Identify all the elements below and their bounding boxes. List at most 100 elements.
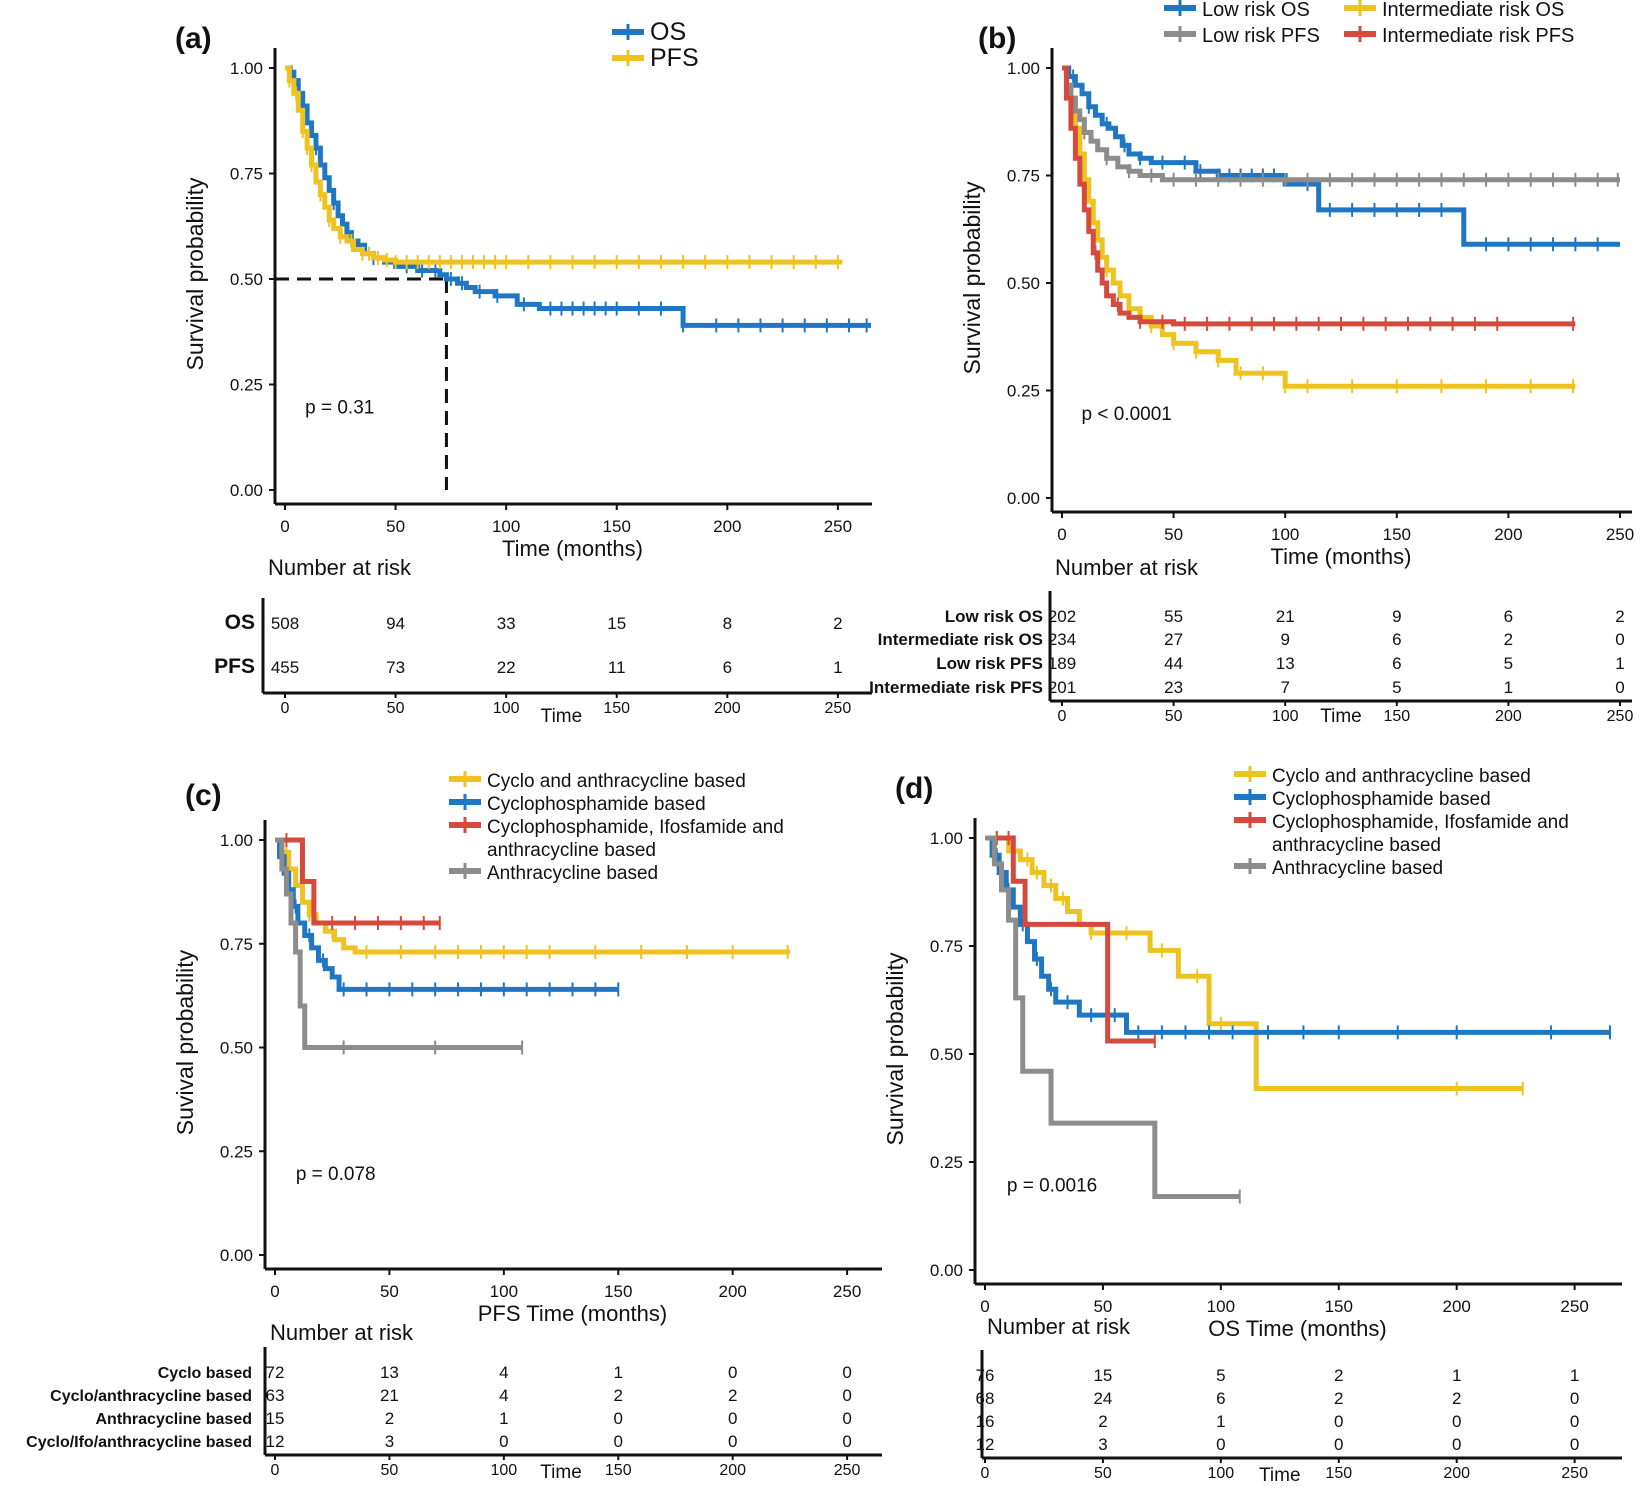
risk-x-tick-label: 50 (387, 700, 405, 717)
risk-count: 8 (723, 614, 732, 633)
y-axis-title: Suvival probability (172, 949, 198, 1135)
y-tick-label: 0.00 (230, 481, 263, 500)
x-tick-label: 250 (833, 1282, 861, 1301)
survival-curve (275, 837, 440, 926)
risk-count: 12 (266, 1432, 285, 1451)
p-value: p = 0.0016 (1007, 1176, 1097, 1197)
x-tick-label: 100 (492, 517, 520, 536)
risk-count: 21 (1276, 607, 1295, 626)
series-2 (1062, 65, 1576, 394)
y-tick-label: 0.00 (1007, 489, 1040, 508)
legend-label-cont: anthracycline based (487, 840, 656, 861)
x-tick-label: 250 (824, 517, 852, 536)
risk-count: 1 (614, 1363, 623, 1382)
risk-count: 5 (1504, 654, 1513, 673)
survival-curve (1062, 65, 1620, 247)
x-axis-title: Time (months) (1271, 544, 1412, 569)
risk-count: 0 (614, 1432, 623, 1451)
series-1 (1062, 65, 1620, 252)
x-tick-label: 100 (490, 1282, 518, 1301)
risk-count: 6 (1392, 654, 1401, 673)
risk-x-tick-label: 200 (1495, 708, 1522, 725)
risk-count: 6 (1216, 1389, 1225, 1408)
panel-label: (a) (175, 22, 212, 55)
risk-x-tick-label: 150 (1383, 708, 1410, 725)
risk-count: 0 (842, 1363, 851, 1382)
risk-count: 0 (842, 1386, 851, 1405)
legend-label: Intermediate risk PFS (1382, 25, 1574, 47)
risk-count: 1 (833, 658, 842, 677)
risk-count: 2 (833, 614, 842, 633)
risk-x-title: Time (1320, 706, 1362, 727)
risk-row-label: Anthracycline based (96, 1411, 253, 1428)
risk-row-label: Intermediate risk OS (878, 630, 1043, 649)
risk-count: 0 (1615, 630, 1624, 649)
legend: Low risk OS Low risk PFS Intermediate risk… (1164, 0, 1574, 47)
legend-label: OS (650, 18, 686, 46)
survival-curve (285, 65, 843, 265)
risk-x-tick-label: 250 (825, 700, 852, 717)
risk-count: 0 (842, 1432, 851, 1451)
risk-count: 2 (728, 1386, 737, 1405)
risk-count: 13 (1276, 654, 1295, 673)
risk-count: 234 (1048, 630, 1076, 649)
legend-label: Anthracycline based (1272, 858, 1443, 879)
y-axis-title: Survival probability (959, 181, 985, 375)
risk-count: 0 (1615, 678, 1624, 697)
risk-count: 201 (1048, 678, 1076, 697)
legend-label-cont: anthracycline based (1272, 835, 1441, 856)
p-value: p = 0.31 (305, 398, 374, 419)
x-tick-label: 0 (1057, 525, 1066, 544)
risk-x-tick-label: 0 (981, 1465, 990, 1482)
legend-label: Cyclo and anthracycline based (487, 771, 746, 792)
p-value: p = 0.078 (296, 1164, 376, 1185)
risk-count: 3 (1098, 1435, 1107, 1454)
risk-count: 73 (386, 658, 405, 677)
x-tick-label: 200 (713, 517, 741, 536)
risk-count: 27 (1164, 630, 1183, 649)
x-tick-label: 50 (386, 517, 405, 536)
risk-count: 94 (386, 614, 405, 633)
legend: Cyclo and anthracycline basedCyclophosph… (1234, 766, 1569, 879)
risk-count: 15 (266, 1409, 285, 1428)
risk-count: 76 (976, 1366, 995, 1385)
y-tick-label: 1.00 (230, 59, 263, 78)
y-tick-label: 0.25 (230, 376, 263, 395)
risk-row-label: Cyclo/Ifo/anthracycline based (26, 1434, 252, 1451)
survival-curve (1062, 65, 1620, 183)
x-tick-label: 100 (1271, 525, 1299, 544)
risk-count: 1 (1615, 654, 1624, 673)
x-tick-label: 200 (719, 1282, 747, 1301)
risk-x-title: Time (1259, 1465, 1301, 1486)
legend-label: Cyclophosphamide based (487, 794, 706, 815)
legend-label: Low risk PFS (1202, 25, 1320, 47)
risk-count: 21 (380, 1386, 399, 1405)
survival-curve (1062, 65, 1576, 389)
legend: Cyclo and anthracycline basedCyclophosph… (449, 771, 784, 884)
y-tick-label: 0.00 (220, 1246, 253, 1265)
risk-count: 4 (499, 1386, 508, 1405)
risk-count: 44 (1164, 654, 1183, 673)
risk-count: 16 (976, 1412, 995, 1431)
risk-count: 0 (499, 1432, 508, 1451)
risk-count: 0 (728, 1432, 737, 1451)
panel-d: (d)0.000.250.500.751.000 50 100 150 200 250OS… (882, 766, 1622, 1486)
legend-label: Low risk OS (1202, 0, 1310, 21)
series-4 (985, 835, 1241, 1204)
panel-label: (c) (185, 779, 222, 812)
risk-count: 0 (1452, 1412, 1461, 1431)
risk-count: 0 (728, 1409, 737, 1428)
risk-x-tick-label: 200 (1443, 1465, 1470, 1482)
risk-count: 23 (1164, 678, 1183, 697)
series-1 (285, 65, 872, 333)
risk-count: 2 (1452, 1389, 1461, 1408)
survival-curve (985, 835, 1155, 1044)
risk-table-title: Number at risk (987, 1314, 1131, 1339)
risk-x-tick-label: 200 (719, 1462, 746, 1479)
x-tick-label: 50 (380, 1282, 399, 1301)
x-axis-title: PFS Time (months) (478, 1301, 667, 1326)
risk-count: 1 (1570, 1366, 1579, 1385)
